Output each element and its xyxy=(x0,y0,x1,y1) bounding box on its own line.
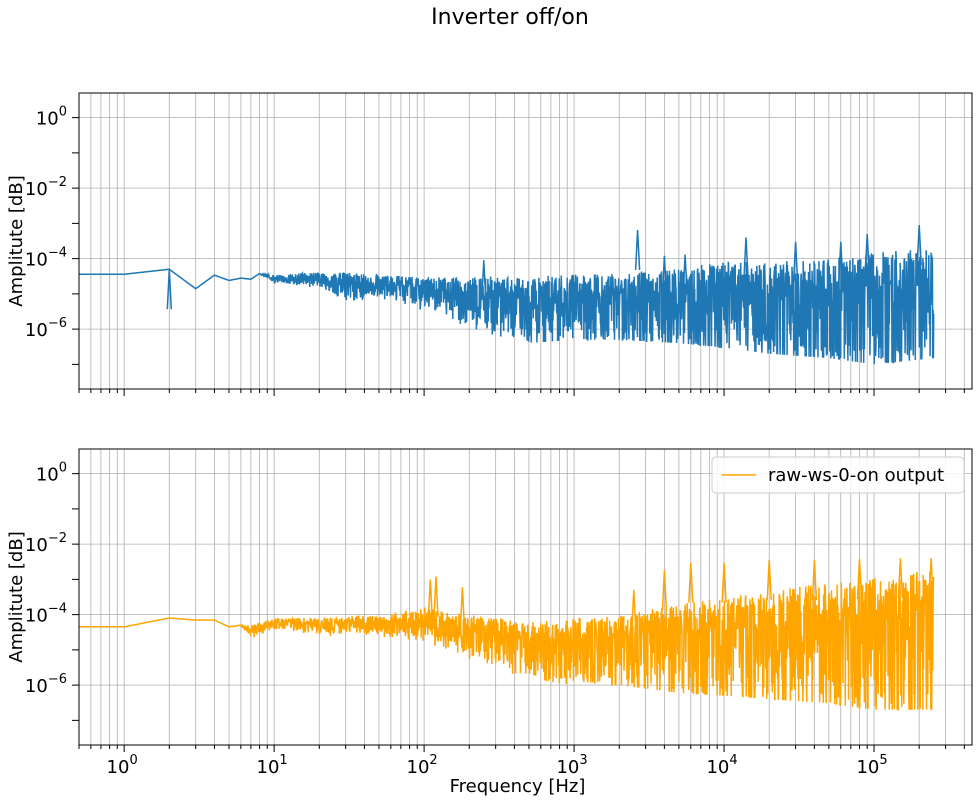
x-tick-label: 102 xyxy=(407,753,438,778)
y-tick-label-exponent: 0 xyxy=(59,461,67,476)
series-peak xyxy=(838,241,844,282)
x-tick-label-exponent: 4 xyxy=(729,753,737,768)
y-tick-label: 100 xyxy=(36,105,67,130)
y-tick-label: 10−4 xyxy=(25,246,67,271)
y-tick-label-exponent: −2 xyxy=(48,175,67,190)
y-tick-label-exponent: 0 xyxy=(59,105,67,120)
y-tick-label: 10−2 xyxy=(25,531,67,556)
y-tick-label-exponent: −2 xyxy=(48,531,67,546)
figure-suptitle: Inverter off/on xyxy=(431,5,589,30)
series-peak xyxy=(661,255,668,296)
legend-frame xyxy=(711,456,965,494)
series-peak xyxy=(766,560,772,601)
y-tick-label: 10−6 xyxy=(25,316,67,341)
y-tick-label-base: 10 xyxy=(25,606,48,627)
x-tick-label-exponent: 0 xyxy=(129,753,137,768)
series-peak xyxy=(928,558,934,599)
series-peak xyxy=(792,241,799,282)
series-peak xyxy=(459,587,466,628)
y-tick-label-base: 10 xyxy=(25,179,48,200)
y-tick-label-base: 10 xyxy=(25,535,48,556)
x-tick-label-base: 10 xyxy=(556,757,579,778)
y-tick-label-exponent: −6 xyxy=(48,316,67,331)
y-tick-label: 100 xyxy=(36,461,67,486)
y-tick-label-exponent: −6 xyxy=(48,672,67,687)
y-tick-label-base: 10 xyxy=(25,320,48,341)
axes-frame xyxy=(78,92,973,390)
x-tick-label-exponent: 2 xyxy=(429,753,437,768)
series-peak xyxy=(897,558,904,599)
y-tick-label: 10−2 xyxy=(25,175,67,200)
x-tick-label: 103 xyxy=(556,753,587,778)
y-tick-label-exponent: −4 xyxy=(48,602,67,617)
x-tick-label: 101 xyxy=(257,753,288,778)
series-peak xyxy=(721,562,727,603)
y-axis-label: Amplitute [dB] xyxy=(6,175,27,306)
series-peak xyxy=(916,224,922,266)
x-tick-label: 105 xyxy=(856,753,887,778)
y-tick-label-base: 10 xyxy=(25,676,48,697)
series-peak xyxy=(811,560,818,601)
series-peak xyxy=(433,576,439,617)
x-tick-label-exponent: 3 xyxy=(579,753,587,768)
series-peak xyxy=(682,254,688,295)
series-line xyxy=(79,571,935,711)
y-tick-label-exponent: −4 xyxy=(48,246,67,261)
x-axis-label: Frequency [Hz] xyxy=(450,776,586,797)
series-peak xyxy=(743,237,749,278)
series-peak xyxy=(864,233,870,275)
series-line xyxy=(79,250,935,365)
x-tick-label-exponent: 1 xyxy=(279,753,287,768)
y-tick-label-base: 10 xyxy=(36,109,59,130)
y-tick-label: 10−4 xyxy=(25,602,67,627)
x-tick-label-base: 10 xyxy=(706,757,729,778)
y-tick-label-base: 10 xyxy=(36,465,59,486)
series-peak xyxy=(166,269,173,310)
x-tick-label-base: 10 xyxy=(407,757,430,778)
x-tick-label-base: 10 xyxy=(856,757,879,778)
axes-frame xyxy=(78,448,973,746)
x-tick-label: 104 xyxy=(706,753,737,778)
y-tick-label: 10−6 xyxy=(25,672,67,697)
series-peak xyxy=(634,229,641,271)
series-peak xyxy=(481,260,487,301)
legend-entry: raw-ws-0-on output xyxy=(768,465,944,486)
series-peak xyxy=(688,562,694,603)
x-tick-label-base: 10 xyxy=(107,757,130,778)
legend: raw-ws-0-on output xyxy=(711,456,965,494)
x-tick-label-base: 10 xyxy=(257,757,280,778)
series-peak xyxy=(631,589,637,631)
y-axis-label: Amplitute [dB] xyxy=(6,531,27,662)
series-peak xyxy=(661,570,668,611)
series-peak xyxy=(856,558,863,599)
x-tick-label: 100 xyxy=(107,753,138,778)
y-tick-label-base: 10 xyxy=(25,250,48,271)
series-peak xyxy=(427,579,434,620)
x-tick-label-exponent: 5 xyxy=(879,753,887,768)
